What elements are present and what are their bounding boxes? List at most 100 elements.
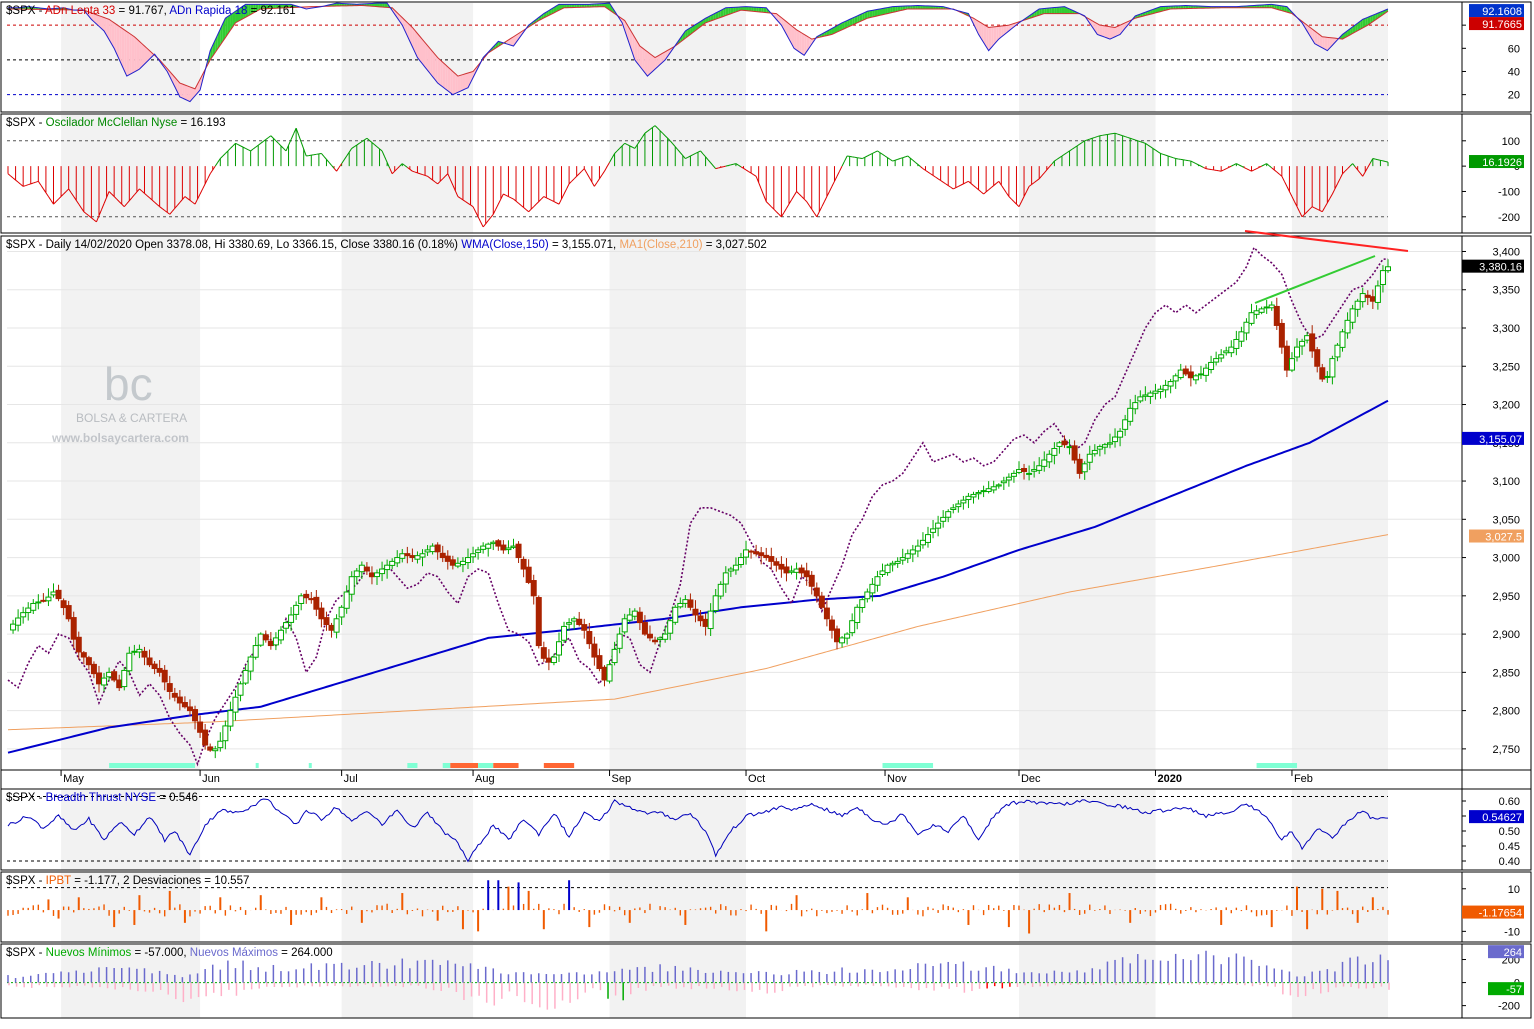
candle-body bbox=[486, 544, 491, 548]
candle-body bbox=[223, 726, 228, 741]
candle-body bbox=[476, 550, 481, 553]
candle-body bbox=[263, 635, 268, 640]
candle-body bbox=[814, 588, 819, 596]
candle-body bbox=[198, 722, 203, 732]
candle-body bbox=[971, 494, 976, 497]
adn-gap-fill bbox=[122, 28, 125, 70]
panel-header-price-part-3: MA1(Close,210) bbox=[619, 239, 702, 251]
adn-gap-fill bbox=[877, 9, 880, 16]
candle-body bbox=[162, 670, 167, 682]
signal-bar-10 bbox=[1257, 763, 1297, 768]
candle-body bbox=[683, 600, 688, 604]
candle-body bbox=[1057, 443, 1062, 447]
candle-body bbox=[1178, 370, 1183, 377]
candle-body bbox=[531, 581, 536, 596]
candle-body bbox=[1087, 454, 1092, 462]
panel-header-newhighs-part-2: = -57.000, bbox=[131, 947, 190, 959]
candle-body bbox=[233, 697, 238, 712]
value-tag-price-1: 3,155.07 bbox=[1462, 432, 1524, 446]
candle-body bbox=[1289, 359, 1294, 370]
mcclellan-line-seg bbox=[1373, 159, 1376, 160]
candle-body bbox=[602, 667, 607, 680]
panel-header-breadth-part-1: Breadth Thrust NYSE bbox=[46, 792, 157, 804]
candle-body bbox=[304, 594, 309, 597]
candle-body bbox=[956, 504, 961, 507]
candle-body bbox=[344, 592, 349, 608]
signal-bar-6 bbox=[478, 763, 493, 768]
adn-gap-fill bbox=[124, 30, 127, 76]
mcclellan-line-seg bbox=[1378, 160, 1381, 161]
candle-body bbox=[1284, 346, 1289, 370]
adn-gap-fill bbox=[139, 41, 142, 69]
candle-body bbox=[840, 638, 845, 643]
month-shade-1-newhighs bbox=[342, 945, 473, 1018]
value-tag-newhighs-0: 264 bbox=[1488, 945, 1524, 959]
tick-label-newhighs-2: -200 bbox=[1498, 1001, 1520, 1013]
tick-label-breadth-2: 0.50 bbox=[1499, 826, 1520, 838]
candle-body bbox=[804, 571, 809, 577]
adn-gap-fill bbox=[1100, 25, 1103, 36]
panel-header-newhighs-part-3: Nuevos Máximos bbox=[190, 947, 278, 959]
candle-body bbox=[405, 554, 410, 556]
candle-body bbox=[334, 619, 339, 632]
panel-header-newhighs-part-4: = 264.000 bbox=[278, 947, 333, 959]
candle-body bbox=[1380, 271, 1385, 285]
adn-gap-fill bbox=[458, 75, 461, 92]
month-shade-1-ipbt bbox=[342, 873, 473, 942]
candle-body bbox=[1249, 313, 1254, 324]
candle-body bbox=[718, 584, 723, 596]
month-label-7: Dec bbox=[1021, 773, 1041, 785]
candle-body bbox=[425, 550, 430, 552]
mcclellan-line-seg bbox=[733, 164, 736, 165]
candle-body bbox=[637, 612, 642, 622]
value-tag-label: 3,027.5 bbox=[1485, 532, 1522, 544]
candle-body bbox=[738, 558, 743, 565]
tick-label-adn-2: 40 bbox=[1508, 66, 1520, 78]
candle-body bbox=[809, 575, 814, 586]
value-tag-label: 0.54627 bbox=[1482, 812, 1522, 824]
candle-body bbox=[258, 634, 263, 645]
signal-bar-1 bbox=[256, 763, 259, 768]
candle-body bbox=[789, 571, 794, 572]
month-shade-4-mcclellan bbox=[1292, 115, 1388, 233]
candle-body bbox=[1097, 447, 1102, 449]
candle-body bbox=[1340, 332, 1345, 348]
panel-header-newhighs: $SPX - Nuevos Mínimos = -57.000, Nuevos … bbox=[6, 947, 333, 959]
candle-body bbox=[931, 529, 936, 533]
candle-body bbox=[117, 680, 122, 688]
candle-body bbox=[698, 616, 703, 621]
candle-body bbox=[860, 600, 865, 608]
candle-body bbox=[289, 615, 294, 622]
value-tag-mcclellan-0: 16.1926 bbox=[1469, 155, 1524, 169]
candle-body bbox=[905, 554, 910, 559]
adn-gap-fill bbox=[433, 52, 436, 80]
candle-body bbox=[1062, 441, 1067, 445]
candle-body bbox=[526, 567, 531, 582]
candle-body bbox=[1011, 473, 1016, 476]
month-label-8: 2020 bbox=[1157, 773, 1181, 785]
adn-gap-fill bbox=[428, 46, 431, 74]
candle-body bbox=[294, 605, 299, 614]
candle-body bbox=[592, 644, 597, 657]
candle-body bbox=[713, 596, 718, 611]
tick-label-price-0: 3,400 bbox=[1492, 246, 1520, 258]
candle-body bbox=[1082, 464, 1087, 472]
candle-body bbox=[673, 607, 678, 622]
candle-body bbox=[137, 649, 142, 652]
candle-body bbox=[1148, 393, 1153, 396]
candle-body bbox=[248, 657, 253, 671]
candle-body bbox=[764, 555, 769, 557]
candle-body bbox=[900, 558, 905, 561]
adn-gap-fill bbox=[463, 74, 466, 90]
candle-body bbox=[1300, 341, 1305, 346]
adn-gap-fill bbox=[761, 8, 764, 13]
candle-body bbox=[855, 607, 860, 622]
adn-gap-fill bbox=[430, 49, 433, 77]
candle-body bbox=[1032, 470, 1037, 472]
candle-body bbox=[1006, 477, 1011, 480]
candle-body bbox=[1204, 368, 1209, 375]
value-tag-label: 92.1608 bbox=[1482, 6, 1522, 18]
adn-gap-fill bbox=[1113, 27, 1116, 38]
